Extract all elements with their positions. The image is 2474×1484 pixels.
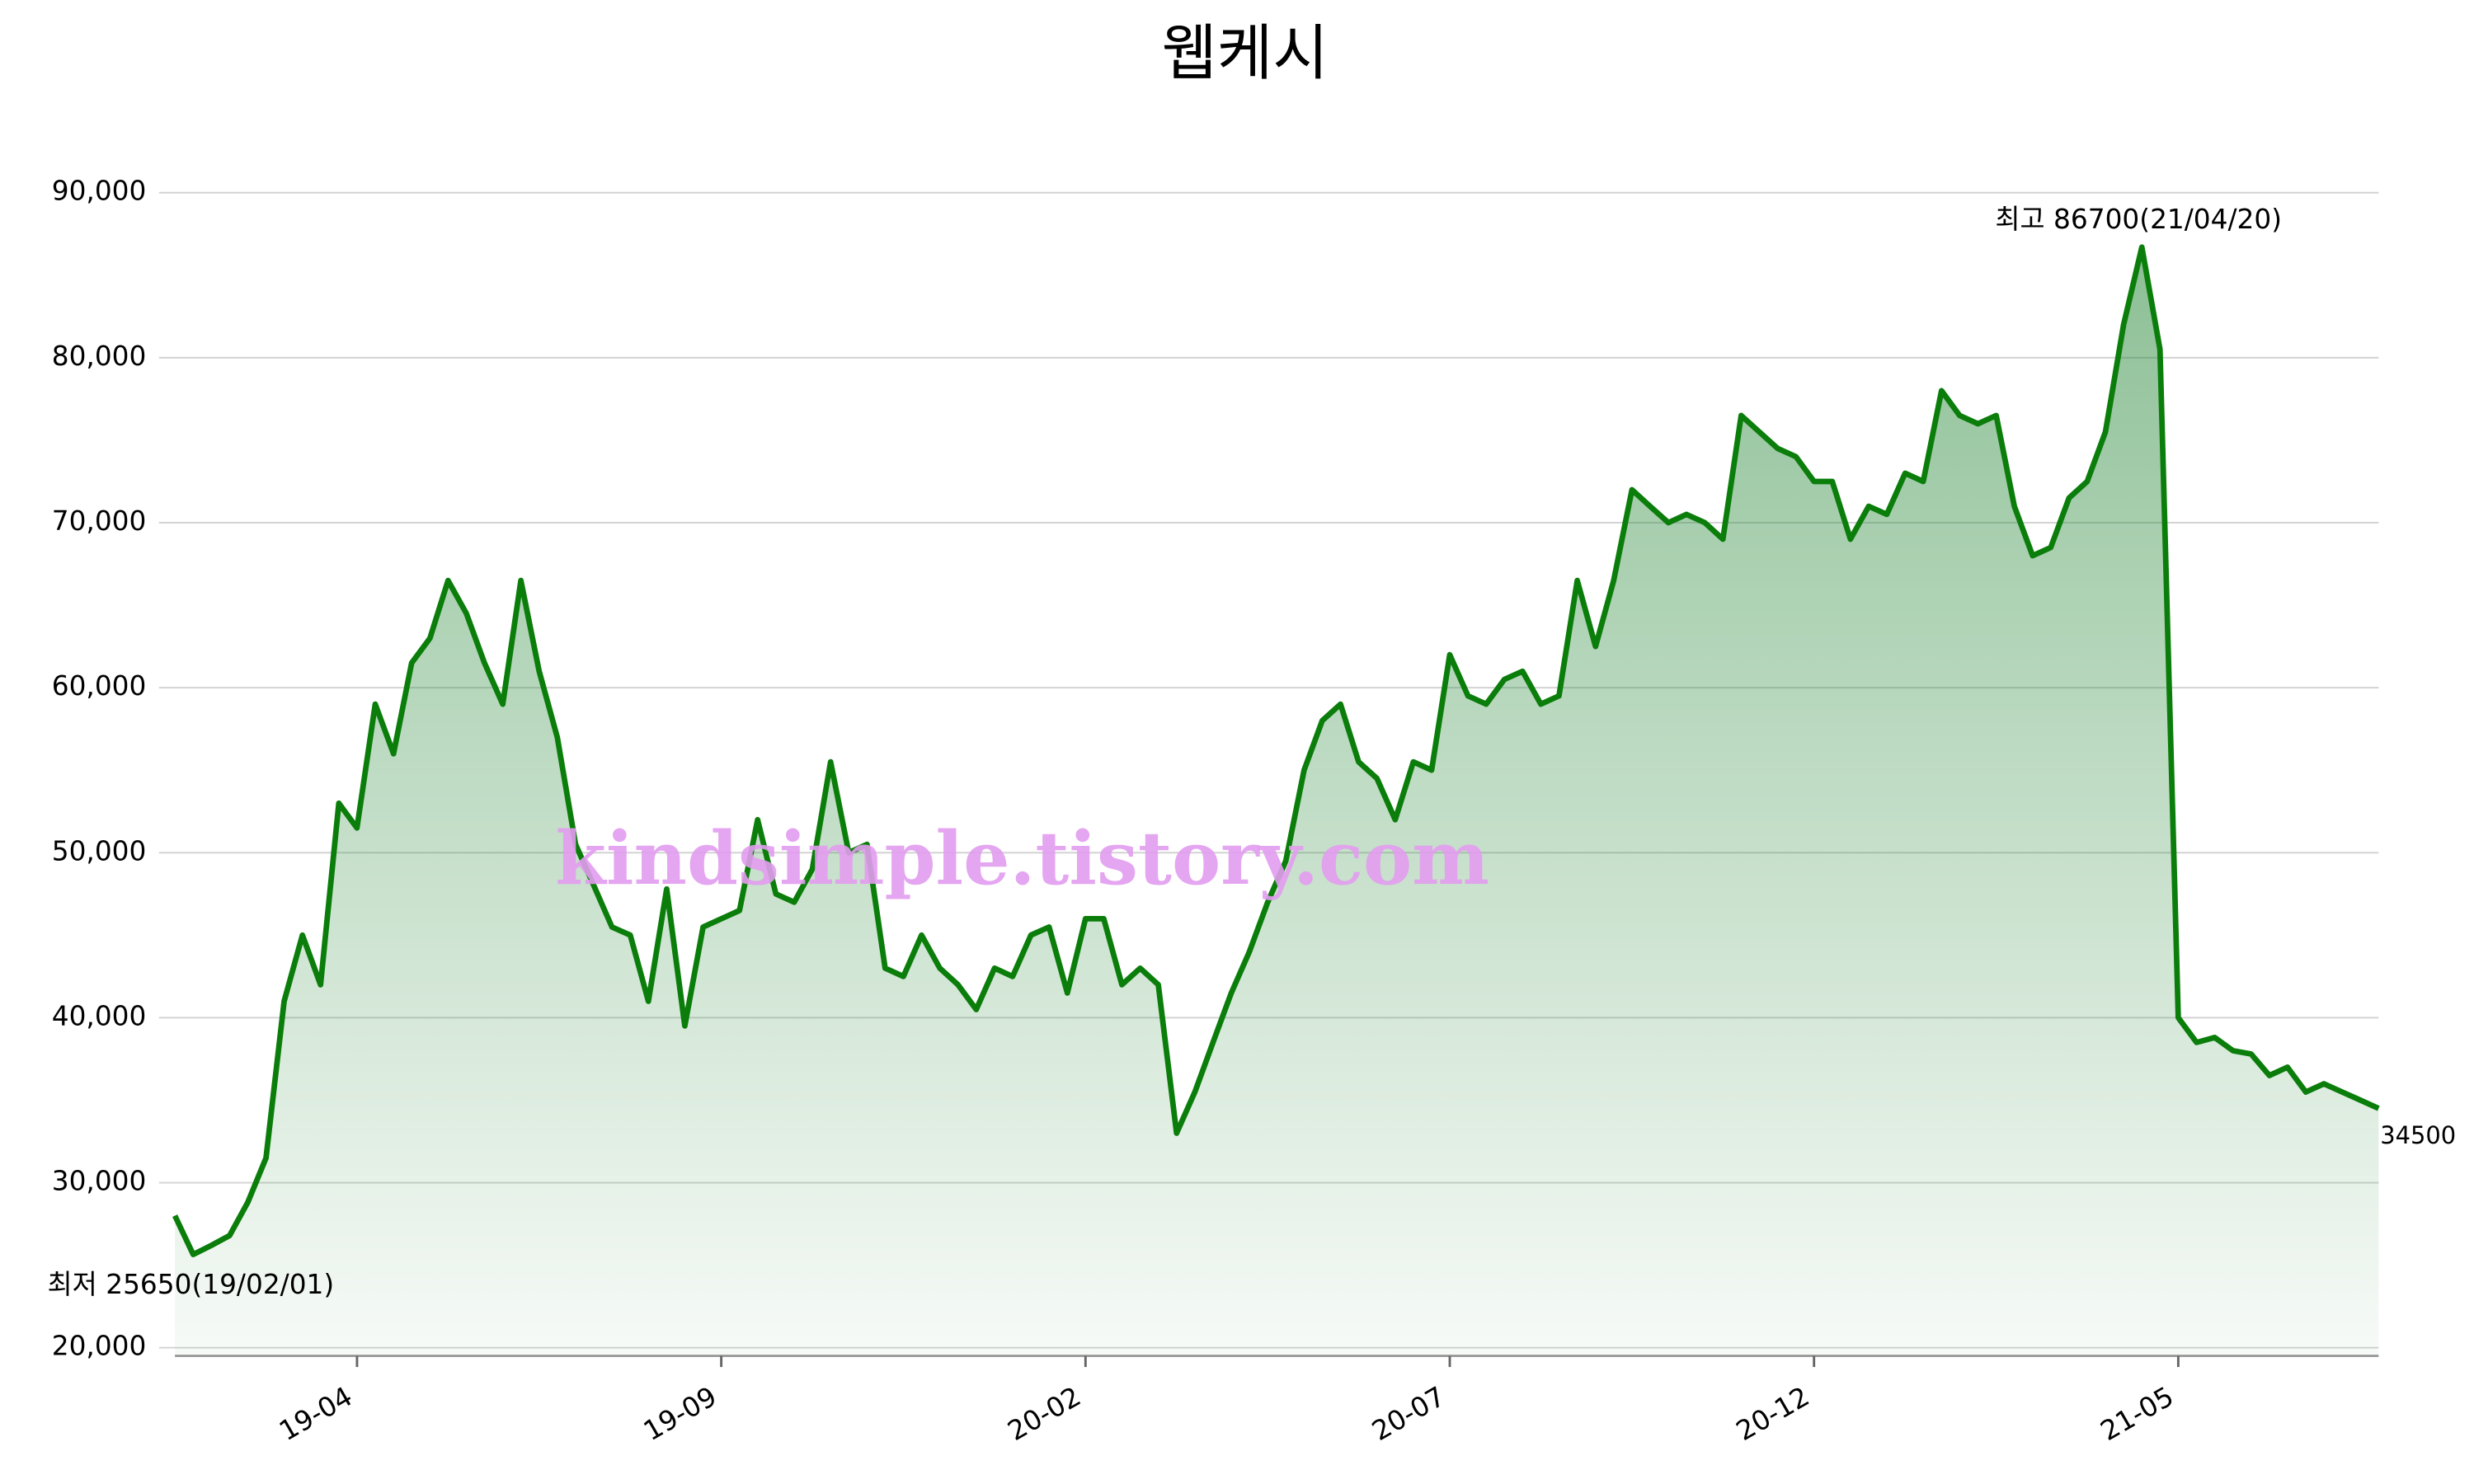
x-tick-label: 21-05 [2095, 1381, 2179, 1448]
y-tick-label: 30,000 [52, 1166, 147, 1197]
x-tick-label: 20-02 [1003, 1381, 1086, 1448]
chart-title: 웹케시 [1162, 18, 1329, 88]
max-annotation: 최고 86700(21/04/20) [1995, 204, 2282, 235]
y-tick-label: 80,000 [52, 340, 147, 372]
watermark: kindsimple.tistory.com [555, 815, 1489, 901]
min-annotation: 최저 25650(19/02/01) [48, 1269, 335, 1300]
y-tick-label: 20,000 [52, 1331, 147, 1362]
y-tick-label: 70,000 [52, 505, 147, 537]
x-tick-label: 20-07 [1366, 1381, 1450, 1448]
x-tick-label: 19-09 [638, 1381, 722, 1448]
y-tick-label: 40,000 [52, 1000, 147, 1031]
y-tick-label: 50,000 [52, 835, 147, 866]
x-tick-label: 20-12 [1731, 1381, 1814, 1448]
area [175, 247, 2379, 1355]
last-value-label: 34500 [2380, 1121, 2456, 1149]
y-tick-label: 90,000 [52, 176, 147, 207]
line [172, 244, 2380, 1257]
y-tick-label: 60,000 [52, 670, 147, 702]
x-tick-label: 19-04 [274, 1381, 357, 1448]
